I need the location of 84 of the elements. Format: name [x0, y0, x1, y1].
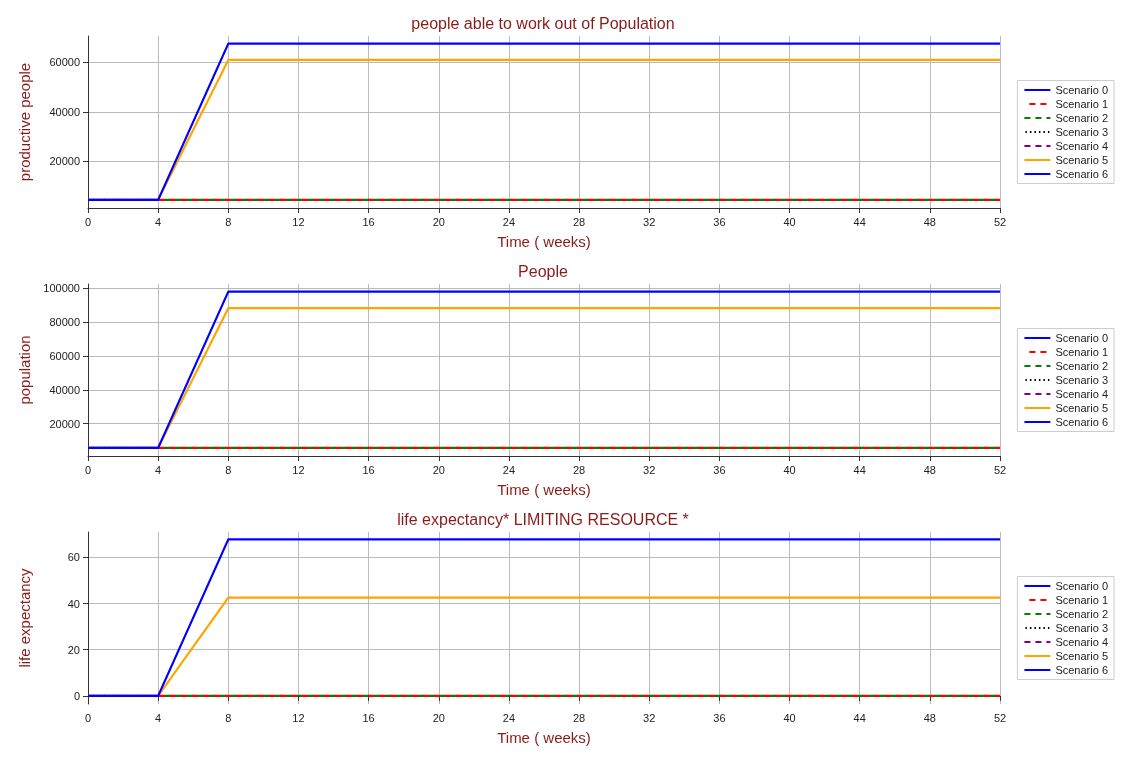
- x-tick-label: 4: [155, 711, 162, 724]
- x-tick-label: 44: [853, 463, 866, 476]
- x-tick-label: 36: [713, 215, 726, 228]
- y-axis-title: productive people: [16, 62, 33, 182]
- legend-label: Scenario 4: [1055, 140, 1109, 152]
- x-tick-label: 52: [993, 463, 1007, 476]
- x-tick-label: 32: [643, 711, 656, 724]
- x-tick-label: 40: [783, 711, 796, 724]
- x-tick-label: 48: [923, 463, 936, 476]
- legend-label: Scenario 3: [1055, 126, 1109, 138]
- x-tick-label: 44: [853, 215, 866, 228]
- x-tick-label: 20: [432, 215, 445, 228]
- x-tick-label: 12: [292, 463, 305, 476]
- x-tick-label: 12: [292, 215, 305, 228]
- x-tick-label: 40: [783, 215, 796, 228]
- y-tick-label: 0: [73, 689, 80, 702]
- x-tick-label: 0: [84, 463, 92, 476]
- legend-label: Scenario 3: [1055, 622, 1109, 634]
- x-tick-label: 44: [853, 711, 866, 724]
- x-tick-label: 8: [225, 711, 232, 724]
- legend-label: Scenario 2: [1055, 360, 1109, 372]
- x-tick-label: 4: [155, 215, 162, 228]
- legend-label: Scenario 1: [1055, 98, 1109, 110]
- y-axis-title: life expectancy: [16, 567, 33, 668]
- legend-label: Scenario 6: [1055, 168, 1109, 180]
- legend-label: Scenario 1: [1055, 346, 1109, 358]
- x-tick-label: 36: [713, 711, 726, 724]
- x-tick-label: 24: [502, 711, 516, 724]
- x-tick-label: 32: [643, 463, 656, 476]
- legend-label: Scenario 5: [1055, 154, 1109, 166]
- chart-title: People: [518, 262, 569, 280]
- y-axis-title: population: [16, 335, 33, 405]
- y-tick-label: 60000: [49, 349, 80, 362]
- x-tick-label: 48: [923, 711, 936, 724]
- x-tick-label: 4: [155, 463, 162, 476]
- legend-label: Scenario 5: [1055, 402, 1109, 414]
- x-axis-title: Time ( weeks): [497, 233, 591, 250]
- chart-title: people able to work out of Population: [411, 14, 675, 32]
- legend-label: Scenario 4: [1055, 636, 1109, 648]
- legend-label: Scenario 1: [1055, 594, 1109, 606]
- chart-title: life expectancy* LIMITING RESOURCE *: [397, 510, 689, 528]
- y-tick-label: 100000: [43, 282, 80, 295]
- x-tick-label: 24: [502, 463, 516, 476]
- x-tick-label: 28: [572, 711, 586, 724]
- legend-label: Scenario 4: [1055, 388, 1109, 400]
- legend-label: Scenario 0: [1055, 580, 1109, 592]
- y-tick-label: 40000: [49, 105, 80, 118]
- x-tick-label: 52: [993, 711, 1007, 724]
- x-tick-label: 52: [993, 215, 1007, 228]
- x-tick-label: 36: [713, 463, 726, 476]
- x-tick-label: 16: [362, 711, 375, 724]
- legend-label: Scenario 6: [1055, 416, 1109, 428]
- x-tick-label: 20: [432, 463, 445, 476]
- legend-label: Scenario 0: [1055, 84, 1109, 96]
- x-tick-label: 0: [84, 711, 92, 724]
- y-tick-label: 80000: [49, 316, 80, 329]
- x-tick-label: 48: [923, 215, 936, 228]
- x-tick-label: 28: [572, 463, 586, 476]
- legend-label: Scenario 2: [1055, 112, 1109, 124]
- x-tick-label: 40: [783, 463, 796, 476]
- x-tick-label: 12: [292, 711, 305, 724]
- legend-label: Scenario 2: [1055, 608, 1109, 620]
- x-tick-label: 28: [572, 215, 586, 228]
- y-tick-label: 40000: [49, 383, 80, 396]
- y-tick-label: 40: [67, 597, 80, 610]
- y-tick-label: 20000: [49, 417, 80, 430]
- x-tick-label: 0: [84, 215, 92, 228]
- y-tick-label: 60: [67, 551, 80, 564]
- y-tick-label: 20000: [49, 155, 80, 168]
- x-axis-title: Time ( weeks): [497, 729, 591, 746]
- y-tick-label: 20: [67, 643, 80, 656]
- legend-label: Scenario 6: [1055, 664, 1109, 676]
- y-tick-label: 60000: [49, 56, 80, 69]
- x-tick-label: 16: [362, 215, 375, 228]
- x-tick-label: 16: [362, 463, 375, 476]
- legend-label: Scenario 0: [1055, 332, 1109, 344]
- x-tick-label: 8: [225, 215, 232, 228]
- x-tick-label: 20: [432, 711, 445, 724]
- x-axis-title: Time ( weeks): [497, 481, 591, 498]
- legend-label: Scenario 5: [1055, 650, 1109, 662]
- x-tick-label: 24: [502, 215, 516, 228]
- x-tick-label: 8: [225, 463, 232, 476]
- legend-label: Scenario 3: [1055, 374, 1109, 386]
- x-tick-label: 32: [643, 215, 656, 228]
